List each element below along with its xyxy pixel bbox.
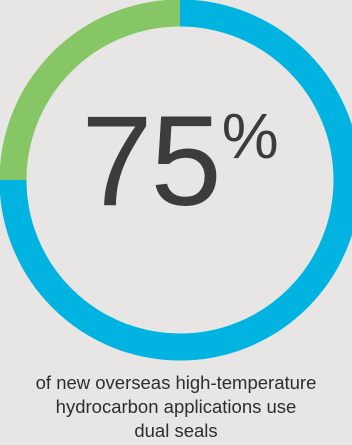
caption: of new overseas high-temperature hydroca…	[0, 371, 352, 443]
donut-segment-2	[0, 0, 181, 181]
caption-line-1: of new overseas high-temperature	[35, 372, 317, 393]
donut-chart	[0, 0, 352, 361]
percentage-number: 75	[81, 90, 221, 233]
caption-line-2: hydrocarbon applications use	[55, 396, 297, 417]
donut-segment-1	[0, 0, 352, 361]
percent-sign: %	[221, 100, 279, 172]
center-percentage: 75%	[0, 98, 352, 226]
caption-line-3: dual seals	[134, 420, 218, 441]
